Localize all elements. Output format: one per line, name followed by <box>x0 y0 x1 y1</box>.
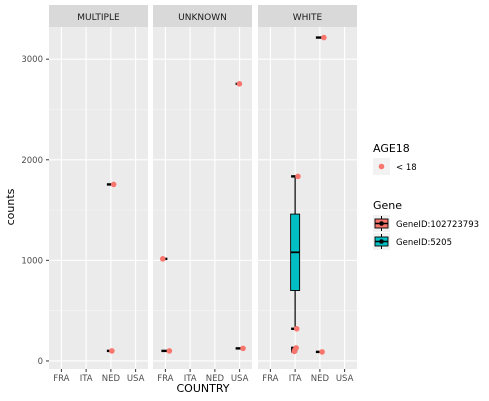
legend: AGE18 < 18 Gene GeneID:102723793 GeneID:5205 <box>373 142 479 250</box>
data-point <box>295 173 301 180</box>
facet-strip-label: WHITE <box>293 13 323 23</box>
facet-panel: UNKNOWN <box>153 5 252 369</box>
data-point <box>291 348 298 355</box>
panel-background <box>258 27 357 369</box>
boxplot <box>290 176 301 329</box>
x-axis: FRA ITA NED USA FRA ITA NED USA FRA ITA NED USA <box>53 369 354 384</box>
y-tick-label: 3000 <box>21 55 43 65</box>
y-axis: 0 1000 2000 3000 <box>21 55 49 367</box>
y-tick-label: 2000 <box>21 156 43 166</box>
data-point <box>166 348 173 354</box>
facet-strip <box>49 5 148 27</box>
point-marker-base <box>161 349 168 353</box>
x-tick-label: USA <box>336 374 354 384</box>
y-tick-label: 0 <box>38 357 43 367</box>
data-point <box>236 81 243 87</box>
data-point <box>109 348 115 354</box>
data-point <box>110 181 117 188</box>
y-axis-title: counts <box>4 188 17 225</box>
x-tick-label: ITA <box>184 374 197 384</box>
facet-panel: MULTIPLE <box>49 5 148 369</box>
x-tick-label: NED <box>102 374 121 384</box>
facet-panels: MULTIPLE UNKNOWN WHITE <box>49 5 357 369</box>
x-tick-label: USA <box>127 374 145 384</box>
x-tick-label: USA <box>231 374 249 384</box>
point-marker-base <box>106 183 113 186</box>
legend-point <box>378 163 385 170</box>
legend-age-title: AGE18 <box>373 142 410 155</box>
x-tick-label: FRA <box>157 374 173 384</box>
point-marker-base <box>315 36 322 39</box>
x-tick-label: ITA <box>80 374 93 384</box>
x-tick-label: ITA <box>289 374 302 384</box>
facet-strip <box>153 5 252 27</box>
legend-label: < 18 <box>396 163 417 173</box>
legend-point <box>379 221 384 226</box>
data-point <box>293 325 300 332</box>
data-point <box>321 34 327 41</box>
facet-strip-label: MULTIPLE <box>77 13 120 23</box>
point-marker-base <box>235 347 242 350</box>
facet-strip-label: UNKNOWN <box>178 13 227 23</box>
legend-gene-title: Gene <box>373 199 402 212</box>
facet-strip <box>258 5 357 27</box>
point-marker-base <box>291 175 298 178</box>
data-point <box>319 349 325 355</box>
facet-panel: WHITE <box>258 5 357 369</box>
y-tick-label: 1000 <box>21 256 43 266</box>
x-tick-label: FRA <box>262 374 278 384</box>
data-point <box>240 345 246 352</box>
x-axis-title: COUNTRY <box>177 382 230 395</box>
legend-point <box>379 239 384 244</box>
panel-background <box>153 27 252 369</box>
panel-background <box>49 27 148 369</box>
x-tick-label: NED <box>311 374 330 384</box>
legend-label: GeneID:5205 <box>396 238 452 248</box>
point-marker-base <box>315 350 322 354</box>
x-tick-label: NED <box>206 374 225 384</box>
legend-label: GeneID:102723793 <box>396 220 479 230</box>
x-tick-label: FRA <box>53 374 69 384</box>
data-point <box>159 256 166 262</box>
